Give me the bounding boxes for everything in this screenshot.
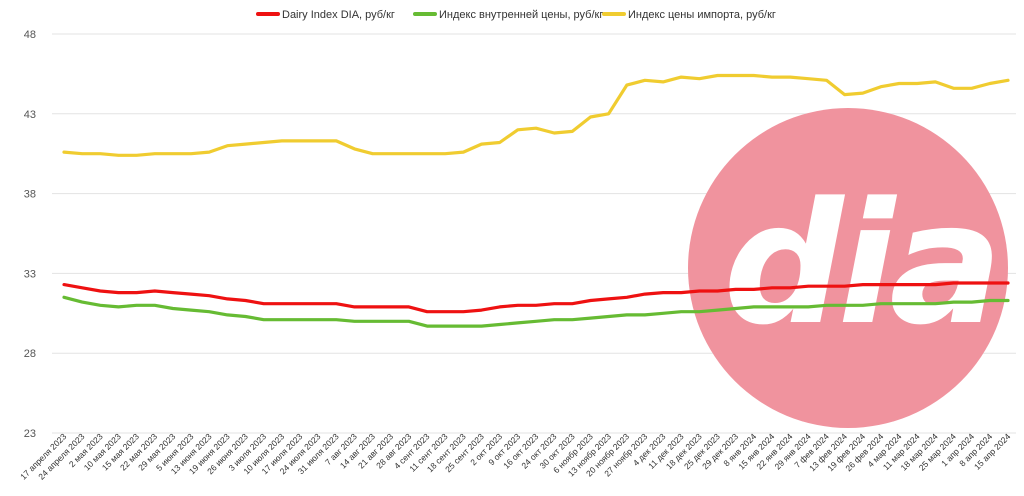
dia-logo-watermark: dia bbox=[688, 108, 1008, 428]
logo-text: dia bbox=[723, 166, 996, 362]
y-tick-label: 28 bbox=[24, 348, 36, 360]
y-tick-label: 23 bbox=[24, 428, 36, 440]
logo-circle bbox=[688, 108, 1008, 428]
series-line-1 bbox=[62, 295, 1010, 328]
gridlines bbox=[52, 33, 1016, 434]
y-tick-label: 33 bbox=[24, 268, 36, 280]
legend-label-1: Индекс внутренней цены, руб/кг bbox=[439, 9, 603, 21]
series-line-2 bbox=[62, 73, 1010, 157]
y-tick-label: 43 bbox=[24, 109, 36, 121]
legend-label-0: Dairy Index DIA, руб/кг bbox=[282, 9, 395, 21]
legend-label-2: Индекс цены импорта, руб/кг bbox=[628, 9, 776, 21]
y-tick-label: 38 bbox=[24, 189, 36, 201]
legend: Dairy Index DIA, руб/кг Индекс внутренней… bbox=[256, 9, 776, 21]
y-axis: 23 28 33 38 43 48 bbox=[24, 29, 36, 440]
series-lines bbox=[62, 73, 1010, 328]
y-tick-label: 48 bbox=[24, 29, 36, 41]
series-line-0 bbox=[62, 281, 1010, 314]
